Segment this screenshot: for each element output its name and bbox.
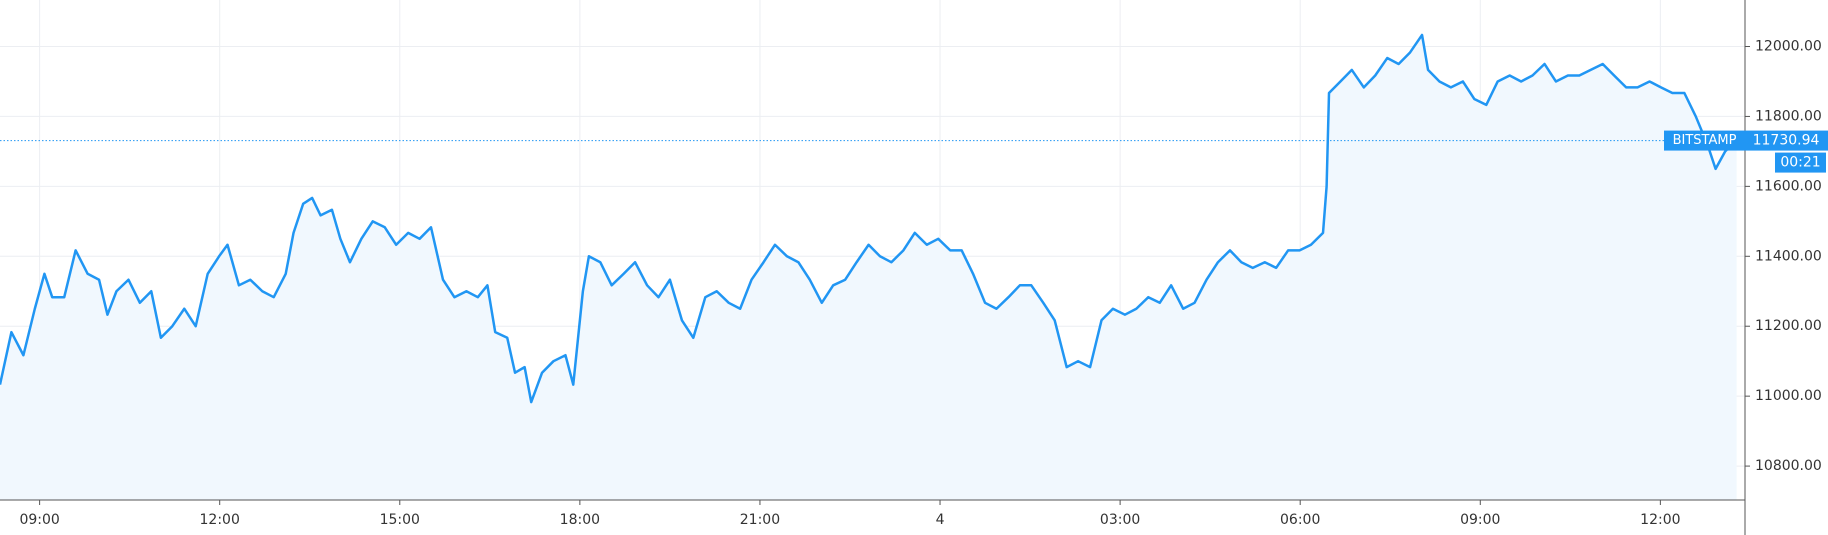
exchange-badge xyxy=(1664,130,1745,151)
x-tick-label: 09:00 xyxy=(19,512,59,528)
area-fill xyxy=(0,34,1737,500)
y-tick-label: 11800.00 xyxy=(1755,108,1822,124)
countdown-label: 00:21 xyxy=(1780,155,1820,171)
y-tick-label: 12000.00 xyxy=(1755,39,1822,55)
y-tick-label: 11600.00 xyxy=(1755,178,1822,194)
plot xyxy=(0,33,1745,500)
x-tick-label: 03:00 xyxy=(1100,512,1140,528)
labels: 10800.00 11000.00 11200.00 11400.00 11600.00… xyxy=(19,39,1828,528)
price-badge xyxy=(1745,130,1828,151)
x-tick-label: 15:00 xyxy=(380,512,420,528)
x-tick-label: 06:00 xyxy=(1280,512,1320,528)
exchange-label: BITSTAMP xyxy=(1673,133,1737,148)
price-label: 11730.94 xyxy=(1753,133,1820,149)
y-tick-label: 11200.00 xyxy=(1755,318,1822,334)
price-line xyxy=(0,33,1738,404)
countdown-badge xyxy=(1775,152,1826,173)
y-tick-label: 10800.00 xyxy=(1755,458,1822,474)
y-tick-label: 11400.00 xyxy=(1755,248,1822,264)
x-tick-label: 18:00 xyxy=(560,512,600,528)
x-tick-label: 4 xyxy=(936,512,945,528)
x-tick-label: 09:00 xyxy=(1460,512,1500,528)
y-tick-label: 11000.00 xyxy=(1755,388,1822,404)
x-tick-label: 12:00 xyxy=(200,512,240,528)
x-tick-label: 21:00 xyxy=(740,512,780,528)
x-tick-label: 12:00 xyxy=(1640,512,1680,528)
